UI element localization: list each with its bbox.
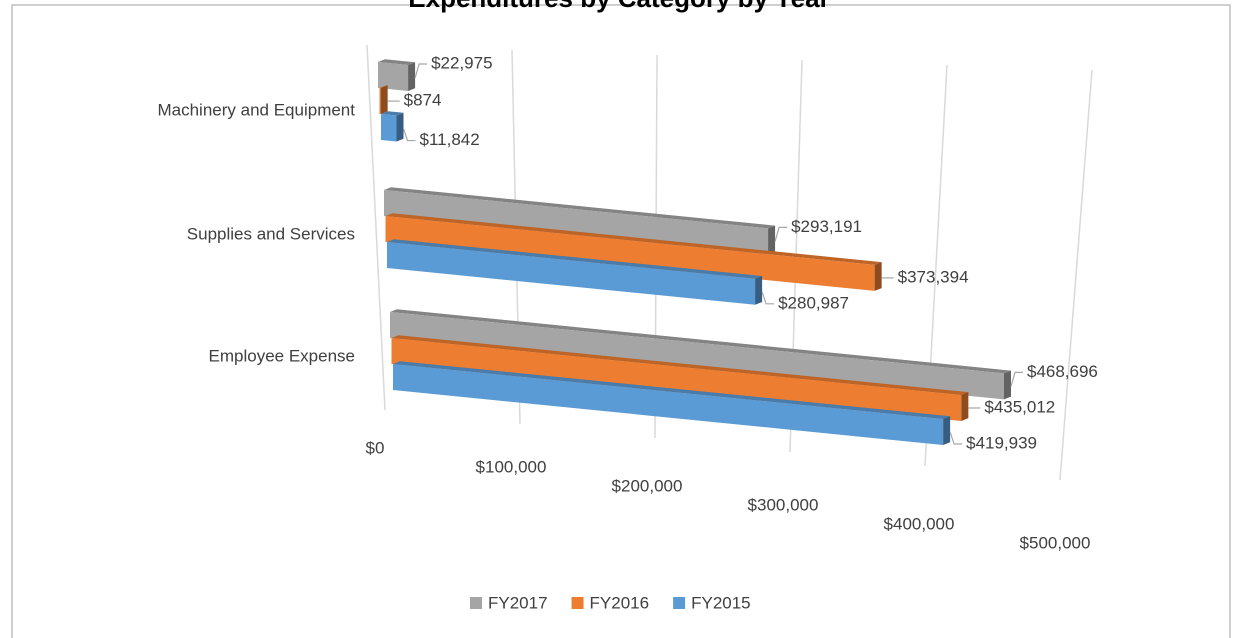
bar-end	[755, 276, 763, 305]
bar-end	[768, 225, 776, 255]
data-label: $468,696	[1027, 362, 1098, 381]
leader-line	[774, 226, 788, 242]
legend-swatch	[673, 597, 686, 609]
chart-frame	[11, 4, 1231, 638]
x-tick-label: $400,000	[884, 514, 955, 533]
data-label: $874	[404, 91, 442, 110]
bar-top	[387, 239, 763, 279]
bar-front	[387, 242, 756, 305]
bar-front	[390, 312, 1004, 400]
legend-label: FY2015	[691, 593, 751, 612]
bar-front	[385, 216, 875, 291]
data-label: $11,842	[420, 130, 480, 149]
data-label: $435,012	[984, 397, 1055, 416]
bar	[378, 59, 416, 92]
leader-line	[414, 63, 428, 79]
bar-top	[385, 213, 882, 265]
data-label: $280,987	[778, 293, 849, 312]
bar-end	[396, 112, 404, 142]
grid-line	[366, 44, 386, 411]
bar-front	[379, 88, 381, 115]
legend-swatch	[470, 597, 482, 609]
bar-top	[379, 85, 388, 89]
x-tick-label: $500,000	[1020, 533, 1091, 552]
bar	[379, 85, 388, 115]
bar-top	[391, 335, 969, 395]
bar	[391, 335, 969, 421]
category-label: Machinery and Equipment	[157, 100, 355, 119]
bar-front	[381, 114, 397, 142]
x-tick-label: $0	[366, 438, 385, 457]
bar-end	[1003, 370, 1011, 400]
bar	[381, 111, 404, 142]
data-label: $22,975	[431, 53, 492, 72]
bar-front	[384, 190, 769, 255]
bar-front	[378, 62, 409, 92]
bar-end	[943, 416, 951, 446]
bar-end	[408, 62, 416, 92]
leader-line	[1010, 371, 1023, 387]
legend-label: FY2016	[590, 593, 650, 612]
leader-line	[949, 431, 963, 445]
bar-top	[384, 187, 776, 229]
bar-top	[393, 361, 951, 420]
data-label: $419,939	[966, 433, 1037, 452]
data-label: $373,394	[898, 267, 969, 286]
bar-front	[391, 338, 962, 421]
bar	[390, 309, 1011, 400]
bar-top	[390, 309, 1011, 374]
grid-line	[1059, 69, 1093, 481]
category-label: Employee Expense	[209, 346, 355, 365]
x-tick-label: $200,000	[612, 476, 683, 495]
bar-top	[381, 111, 404, 116]
legend-swatch	[571, 597, 584, 609]
bar	[385, 213, 882, 291]
bar-end	[380, 85, 388, 115]
leader-line	[761, 291, 775, 305]
bar-top	[378, 59, 416, 66]
bar	[393, 361, 951, 446]
bar	[387, 239, 763, 305]
leader-line	[402, 128, 416, 142]
x-tick-label: $100,000	[476, 457, 547, 476]
bar	[384, 187, 776, 255]
category-label: Supplies and Services	[187, 224, 355, 243]
bar-end	[961, 392, 969, 421]
x-tick-label: $300,000	[748, 495, 819, 514]
chart-title: Expenditures by Category by Year	[408, 0, 829, 13]
legend-label: FY2017	[488, 593, 548, 612]
bar-front	[393, 364, 944, 446]
bar-end	[874, 262, 882, 291]
data-label: $293,191	[791, 217, 862, 236]
